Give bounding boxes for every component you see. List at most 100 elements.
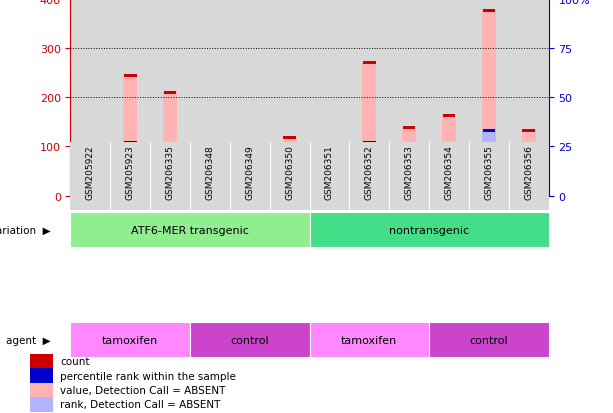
Text: GSM206349: GSM206349 xyxy=(245,145,254,199)
Bar xyxy=(190,322,310,357)
Bar xyxy=(323,163,336,166)
Bar xyxy=(150,0,190,196)
Bar xyxy=(322,164,337,196)
Bar xyxy=(322,180,337,196)
Bar xyxy=(70,322,190,357)
Bar xyxy=(509,142,549,211)
Bar xyxy=(429,0,469,196)
Text: GSM206353: GSM206353 xyxy=(405,145,414,199)
Bar xyxy=(482,10,495,13)
Bar xyxy=(243,146,257,196)
Bar xyxy=(84,176,97,179)
Bar xyxy=(443,152,455,154)
Bar xyxy=(469,142,509,211)
Text: GSM206352: GSM206352 xyxy=(365,145,374,199)
Bar xyxy=(469,0,509,196)
Bar xyxy=(190,142,230,211)
Bar xyxy=(283,138,297,196)
Text: GSM206348: GSM206348 xyxy=(205,145,215,199)
Bar xyxy=(429,322,549,357)
Bar xyxy=(283,137,296,140)
Bar xyxy=(283,165,297,196)
Bar xyxy=(389,142,429,211)
Text: GSM205922: GSM205922 xyxy=(86,145,95,199)
Bar xyxy=(522,129,535,133)
Text: count: count xyxy=(60,356,90,366)
Bar xyxy=(270,142,310,211)
Bar xyxy=(30,368,53,383)
Bar xyxy=(362,143,376,196)
Bar xyxy=(482,130,495,133)
Bar xyxy=(509,0,549,196)
Text: GSM206351: GSM206351 xyxy=(325,145,334,199)
Bar xyxy=(203,190,217,196)
Bar xyxy=(482,11,496,196)
Bar xyxy=(163,147,177,196)
Bar xyxy=(442,116,456,196)
Bar xyxy=(190,0,230,196)
Bar xyxy=(70,213,310,248)
Bar xyxy=(310,213,549,248)
Bar xyxy=(402,161,416,196)
Bar xyxy=(123,76,137,196)
Text: GSM206356: GSM206356 xyxy=(524,145,533,199)
Text: control: control xyxy=(470,335,508,345)
Bar xyxy=(30,354,53,369)
Bar xyxy=(522,131,536,196)
Bar xyxy=(363,142,376,145)
Bar xyxy=(443,115,455,118)
Bar xyxy=(230,0,270,196)
Bar xyxy=(123,143,137,196)
Bar xyxy=(164,146,177,149)
Bar xyxy=(402,128,416,196)
Text: value, Detection Call = ABSENT: value, Detection Call = ABSENT xyxy=(60,385,226,395)
Bar xyxy=(522,157,536,196)
Text: genotype/variation  ▶: genotype/variation ▶ xyxy=(0,225,51,235)
Text: nontransgenic: nontransgenic xyxy=(389,225,469,235)
Bar xyxy=(349,142,389,211)
Bar xyxy=(150,142,190,211)
Bar xyxy=(164,92,177,95)
Bar xyxy=(482,131,496,196)
Bar xyxy=(310,322,429,357)
Text: percentile rank within the sample: percentile rank within the sample xyxy=(60,371,236,381)
Bar xyxy=(442,153,456,196)
Bar xyxy=(323,179,336,182)
Text: tamoxifen: tamoxifen xyxy=(102,335,158,345)
Bar xyxy=(230,142,270,211)
Text: GSM206354: GSM206354 xyxy=(444,145,454,199)
Bar xyxy=(83,178,97,196)
Bar xyxy=(310,0,349,196)
Bar xyxy=(243,167,256,170)
Bar xyxy=(243,169,257,196)
Bar xyxy=(204,184,216,187)
Bar xyxy=(389,0,429,196)
Bar xyxy=(84,181,97,184)
Text: agent  ▶: agent ▶ xyxy=(6,335,51,345)
Bar xyxy=(124,142,137,145)
Text: rank, Detection Call = ABSENT: rank, Detection Call = ABSENT xyxy=(60,399,221,409)
Bar xyxy=(83,183,97,196)
Text: GSM206335: GSM206335 xyxy=(166,145,175,199)
Bar xyxy=(204,189,216,192)
Bar xyxy=(163,93,177,196)
Bar xyxy=(429,142,469,211)
Text: GSM206355: GSM206355 xyxy=(484,145,493,199)
Bar xyxy=(522,155,535,159)
Text: control: control xyxy=(230,335,269,345)
Text: tamoxifen: tamoxifen xyxy=(341,335,397,345)
Bar xyxy=(110,142,150,211)
Bar xyxy=(363,62,376,65)
Bar xyxy=(403,159,416,162)
Bar xyxy=(349,0,389,196)
Text: ATF6-MER transgenic: ATF6-MER transgenic xyxy=(131,225,249,235)
Bar xyxy=(203,185,217,196)
Bar xyxy=(30,397,53,412)
Bar xyxy=(270,0,310,196)
Bar xyxy=(124,74,137,78)
Bar xyxy=(70,0,110,196)
Bar xyxy=(70,142,110,211)
Bar xyxy=(243,145,256,147)
Text: GSM206350: GSM206350 xyxy=(285,145,294,199)
Bar xyxy=(283,163,296,166)
